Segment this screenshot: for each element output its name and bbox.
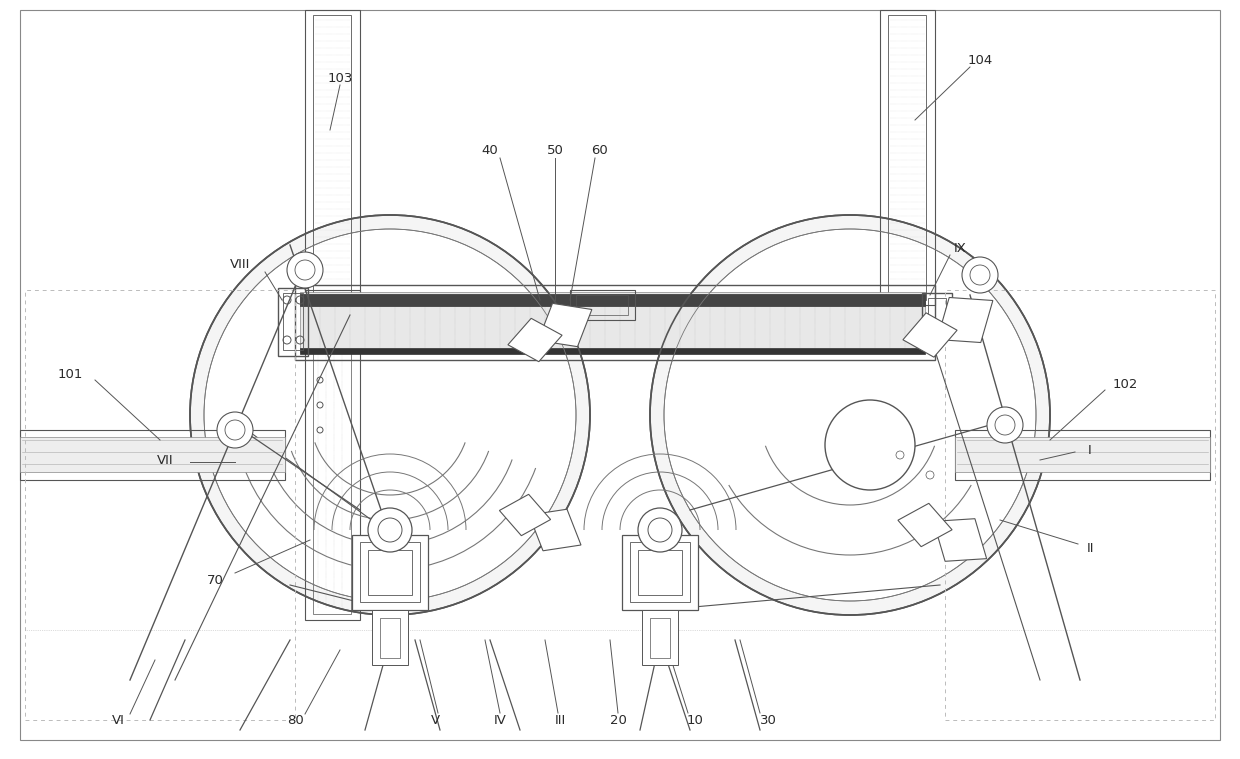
Bar bbox=[639, 550, 682, 595]
Circle shape bbox=[368, 508, 412, 552]
Text: IX: IX bbox=[954, 241, 966, 254]
Text: IV: IV bbox=[494, 713, 506, 726]
Text: V: V bbox=[430, 713, 439, 726]
Polygon shape bbox=[529, 509, 582, 551]
Bar bbox=[650, 618, 670, 658]
Bar bbox=[305, 290, 360, 620]
Circle shape bbox=[663, 229, 1035, 601]
Bar bbox=[295, 285, 935, 360]
Bar bbox=[957, 305, 968, 323]
Circle shape bbox=[962, 257, 998, 293]
Circle shape bbox=[926, 471, 934, 479]
Bar bbox=[622, 535, 698, 610]
Bar bbox=[642, 610, 678, 665]
Bar bbox=[360, 542, 420, 602]
Polygon shape bbox=[898, 503, 952, 546]
Bar bbox=[278, 288, 308, 356]
Circle shape bbox=[994, 415, 1016, 435]
Text: 103: 103 bbox=[327, 71, 352, 84]
Bar bbox=[312, 296, 351, 614]
Circle shape bbox=[987, 407, 1023, 443]
Bar bbox=[20, 437, 285, 472]
Text: 40: 40 bbox=[481, 143, 498, 156]
Circle shape bbox=[650, 215, 1050, 615]
Bar bbox=[577, 295, 627, 315]
Text: I: I bbox=[1089, 443, 1092, 456]
Circle shape bbox=[970, 265, 990, 285]
Bar bbox=[928, 298, 946, 322]
Text: 101: 101 bbox=[57, 369, 83, 382]
Circle shape bbox=[317, 427, 322, 433]
Circle shape bbox=[317, 377, 322, 383]
Text: 104: 104 bbox=[967, 53, 993, 67]
Bar bbox=[955, 437, 1210, 472]
Bar bbox=[312, 15, 351, 300]
Circle shape bbox=[205, 229, 577, 601]
Bar bbox=[952, 300, 973, 328]
Bar bbox=[945, 290, 1215, 720]
Bar bbox=[283, 293, 303, 350]
Circle shape bbox=[639, 508, 682, 552]
Text: 10: 10 bbox=[687, 713, 703, 726]
Text: 70: 70 bbox=[207, 574, 223, 587]
Text: VI: VI bbox=[112, 713, 124, 726]
Bar bbox=[300, 292, 925, 352]
Circle shape bbox=[190, 215, 590, 615]
Polygon shape bbox=[937, 298, 993, 342]
Bar bbox=[368, 550, 412, 595]
Bar bbox=[300, 294, 925, 306]
Bar bbox=[25, 290, 295, 720]
Text: 80: 80 bbox=[286, 713, 304, 726]
Bar bbox=[20, 430, 285, 480]
Bar bbox=[300, 348, 925, 354]
Polygon shape bbox=[934, 518, 987, 562]
Circle shape bbox=[897, 451, 904, 459]
Bar bbox=[630, 542, 689, 602]
Text: III: III bbox=[554, 713, 565, 726]
Text: 30: 30 bbox=[760, 713, 776, 726]
Polygon shape bbox=[508, 318, 562, 362]
Bar bbox=[372, 610, 408, 665]
Circle shape bbox=[217, 412, 253, 448]
Polygon shape bbox=[538, 304, 591, 347]
Bar bbox=[305, 10, 360, 305]
Polygon shape bbox=[500, 494, 551, 536]
Circle shape bbox=[224, 420, 246, 440]
Bar bbox=[955, 430, 1210, 480]
Circle shape bbox=[378, 518, 402, 542]
Bar bbox=[570, 290, 635, 320]
Bar bbox=[379, 618, 401, 658]
Circle shape bbox=[317, 402, 322, 408]
Bar bbox=[880, 10, 935, 305]
Bar bbox=[352, 535, 428, 610]
Circle shape bbox=[825, 400, 915, 490]
Circle shape bbox=[649, 518, 672, 542]
Polygon shape bbox=[903, 313, 957, 357]
Text: VIII: VIII bbox=[229, 259, 250, 272]
Bar bbox=[888, 15, 926, 300]
Text: 50: 50 bbox=[547, 143, 563, 156]
Text: 20: 20 bbox=[610, 713, 626, 726]
Circle shape bbox=[286, 252, 322, 288]
Text: VII: VII bbox=[156, 453, 174, 467]
Text: 102: 102 bbox=[1112, 379, 1137, 392]
Text: II: II bbox=[1086, 541, 1094, 555]
Circle shape bbox=[295, 260, 315, 280]
Text: 60: 60 bbox=[591, 143, 609, 156]
Bar bbox=[923, 293, 952, 328]
